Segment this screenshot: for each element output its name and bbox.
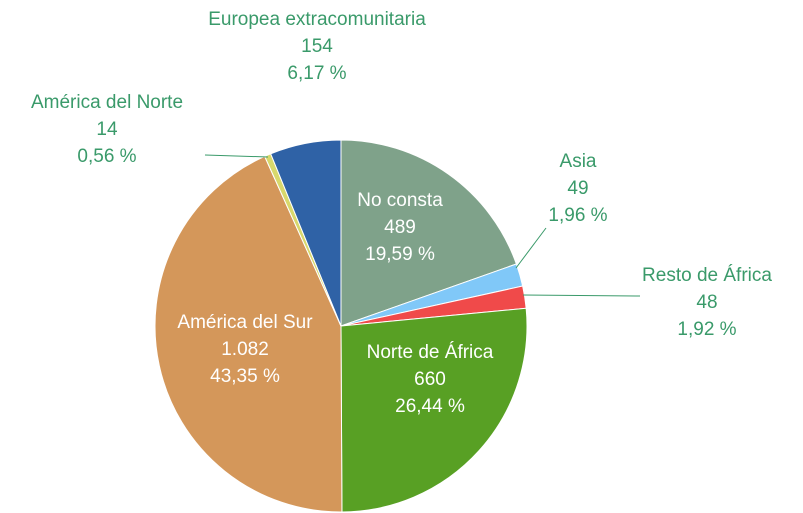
slice-label: América del Norte (31, 92, 183, 113)
percent-label: 19,59 % (365, 244, 435, 265)
pie-slice (154, 155, 343, 513)
percent-label: 43,35 % (210, 366, 280, 387)
slice-label: No consta (357, 190, 443, 211)
pie (154, 139, 528, 513)
percent-label: 1,92 % (677, 319, 736, 340)
value-label: 48 (696, 292, 717, 313)
percent-label: 0,56 % (77, 146, 136, 167)
leader-line (522, 294, 641, 297)
value-label: 154 (301, 36, 333, 57)
value-label: 49 (567, 178, 588, 199)
slice-label: Norte de África (367, 342, 494, 363)
value-label: 489 (384, 217, 416, 238)
pie-slice (270, 139, 342, 327)
percent-label: 26,44 % (395, 396, 465, 417)
value-label: 14 (96, 119, 118, 140)
pie-slice (340, 307, 528, 513)
slice-label: Resto de África (642, 265, 772, 286)
leader-line (204, 154, 269, 158)
percent-label: 1,96 % (548, 205, 607, 226)
slice-label: Asia (560, 151, 597, 172)
value-label: 660 (414, 369, 446, 390)
percent-label: 6,17 % (287, 63, 346, 84)
labels: No consta 489 19,59 % Asia 49 1,96 % Resto de … (31, 9, 772, 417)
value-label: 1.082 (221, 339, 269, 360)
leader-line (515, 227, 547, 269)
slice-label: América del Sur (177, 312, 313, 333)
slice-label: Europea extracomunitaria (208, 9, 426, 30)
